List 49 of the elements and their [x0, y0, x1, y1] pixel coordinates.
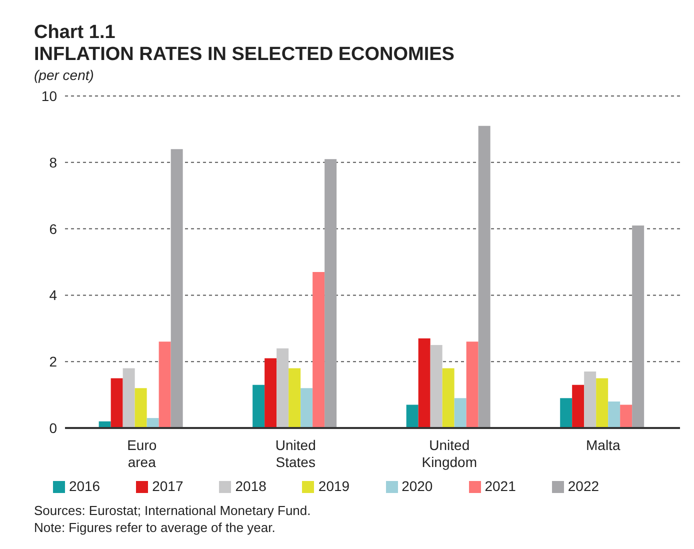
bar	[300, 388, 313, 428]
bar	[406, 404, 418, 428]
bar	[454, 398, 466, 428]
legend-label: 2018	[235, 478, 266, 494]
bar	[430, 345, 442, 428]
bar	[252, 384, 265, 428]
bar	[632, 225, 644, 428]
bar	[276, 348, 289, 428]
bar	[122, 368, 135, 428]
y-tick-label: 2	[49, 354, 58, 370]
x-tick-label: Malta	[586, 437, 620, 453]
bar	[264, 358, 277, 428]
legend-label: 2022	[568, 478, 600, 494]
bar	[560, 398, 572, 428]
bar	[170, 149, 183, 428]
y-axis-title: (per cent)	[34, 66, 95, 84]
bar	[134, 388, 147, 428]
bar	[478, 126, 490, 428]
bar	[466, 342, 478, 428]
legend-label: 2019	[318, 478, 350, 494]
bar	[324, 159, 337, 428]
y-tick-label: 8	[49, 154, 58, 170]
chart-subtitle: INFLATION RATES IN SELECTED ECONOMIES	[34, 44, 456, 66]
bar	[596, 378, 608, 428]
bar	[620, 404, 632, 428]
bar	[312, 272, 325, 428]
source-note: Sources: Eurostat; International Monetary Fund.	[34, 502, 312, 519]
bar	[572, 384, 584, 428]
bar	[146, 418, 159, 428]
chart-title: Chart 1.1	[34, 22, 116, 44]
legend-label: 2016	[68, 478, 100, 494]
x-tick-label: United Kingdom	[422, 437, 478, 470]
bar	[288, 368, 301, 428]
y-tick-label: 0	[49, 420, 58, 436]
x-tick-label: Euro area	[127, 437, 157, 470]
bar	[608, 401, 620, 428]
y-tick-label: 6	[49, 220, 58, 237]
legend-label: 2017	[152, 478, 184, 494]
legend-label: 2020	[402, 478, 433, 494]
bar	[418, 338, 430, 428]
x-tick-label: United States	[275, 437, 316, 470]
text: Note: Figures refer to average of the year.	[34, 519, 276, 536]
bar	[158, 342, 171, 428]
y-tick-label: 10	[41, 88, 58, 104]
y-tick-label: 4	[49, 287, 58, 304]
bar	[110, 378, 123, 428]
bar	[584, 372, 596, 428]
legend-label: 2021	[484, 478, 516, 494]
bar	[442, 368, 454, 428]
